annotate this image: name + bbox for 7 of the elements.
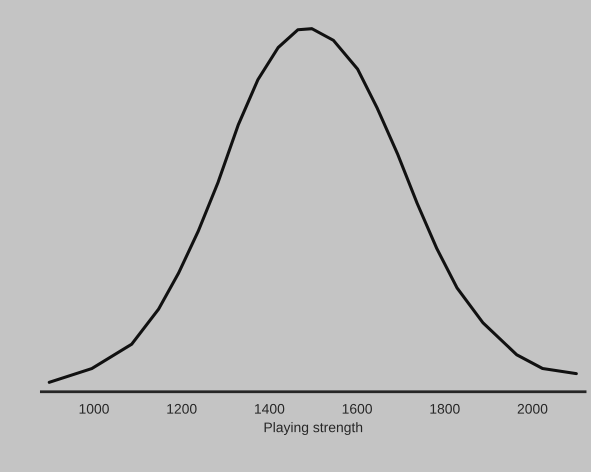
- x-tick-label: 1200: [167, 404, 197, 414]
- x-tick-label: 1000: [80, 404, 109, 414]
- x-tick-label: 1600: [342, 404, 372, 414]
- x-tick-label: 2000: [518, 404, 548, 414]
- x-tick-label: 1800: [430, 404, 460, 414]
- x-axis-title: Playing strength: [264, 422, 362, 436]
- x-tick-label: 1400: [254, 404, 284, 414]
